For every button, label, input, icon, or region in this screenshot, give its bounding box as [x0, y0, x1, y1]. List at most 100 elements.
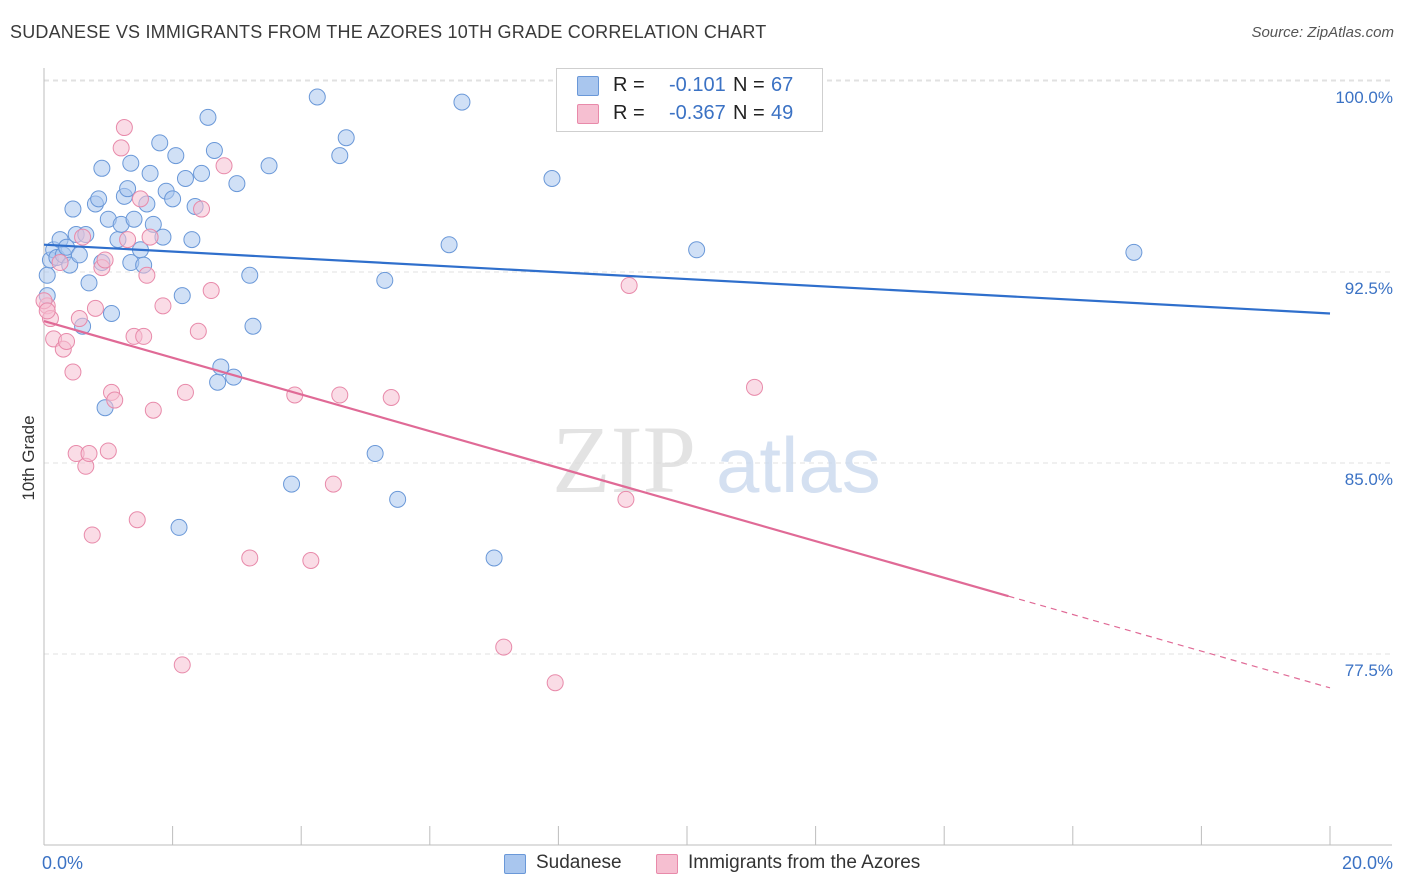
- azores-point: [620, 276, 638, 294]
- sudanese-point: [70, 246, 88, 264]
- legend-r-label: R =: [613, 74, 645, 96]
- sudanese-point: [173, 287, 191, 305]
- sudanese-point: [119, 180, 137, 198]
- azores-trend-line-extension: [1008, 595, 1331, 689]
- legend-n-value: 67: [771, 74, 794, 96]
- azores-point: [215, 157, 233, 175]
- azores-point: [112, 139, 130, 157]
- sudanese-point: [228, 175, 246, 193]
- sudanese-point: [64, 200, 82, 218]
- sudanese-point: [80, 274, 98, 292]
- sudanese-point: [209, 373, 227, 391]
- sudanese-trend-line: [43, 243, 1331, 315]
- correlation-legend: R = -0.101 N = 67 R = -0.367 N = 49: [556, 68, 823, 132]
- sudanese-point: [193, 164, 211, 182]
- sudanese-point: [205, 141, 223, 159]
- sudanese-point: [183, 231, 201, 249]
- sudanese-point: [141, 164, 159, 182]
- sudanese-point: [283, 475, 301, 493]
- x-tick-label: 0.0%: [42, 853, 83, 873]
- sudanese-point: [376, 271, 394, 289]
- azores-point: [176, 383, 194, 401]
- sudanese-point: [167, 147, 185, 165]
- sudanese-point: [90, 190, 108, 208]
- legend-swatch-azores: [577, 104, 599, 124]
- sudanese-point: [688, 241, 706, 259]
- azores-point: [106, 391, 124, 409]
- azores-point: [241, 549, 259, 567]
- sudanese-point: [389, 490, 407, 508]
- legend-n-label: N =: [733, 74, 765, 96]
- azores-point: [382, 389, 400, 407]
- legend-n-label: N =: [733, 102, 765, 124]
- azores-point: [86, 299, 104, 317]
- azores-point: [617, 490, 635, 508]
- sudanese-point: [453, 93, 471, 111]
- sudanese-point: [176, 169, 194, 187]
- azores-point: [131, 190, 149, 208]
- azores-point: [58, 332, 76, 350]
- sudanese-point: [125, 210, 143, 228]
- azores-point: [115, 119, 133, 137]
- azores-point: [38, 302, 56, 320]
- legend-n-value: 49: [771, 102, 794, 124]
- azores-point: [331, 386, 349, 404]
- bottom-legend-label-sudanese: Sudanese: [536, 852, 622, 873]
- source-label: Source: ZipAtlas.com: [1251, 24, 1394, 41]
- azores-point: [546, 674, 564, 692]
- azores-point: [495, 638, 513, 656]
- sudanese-point: [485, 549, 503, 567]
- legend-r-value: -0.367: [669, 102, 726, 124]
- azores-point: [64, 363, 82, 381]
- sudanese-point: [199, 108, 217, 126]
- sudanese-point: [308, 88, 326, 106]
- x-tick-label: 20.0%: [1342, 853, 1393, 873]
- sudanese-point: [1125, 243, 1143, 261]
- azores-point: [193, 200, 211, 218]
- azores-point: [99, 442, 117, 460]
- azores-point: [74, 228, 92, 246]
- chart-title: SUDANESE VS IMMIGRANTS FROM THE AZORES 1…: [10, 22, 767, 42]
- azores-point: [302, 551, 320, 569]
- azores-point: [51, 254, 69, 272]
- sudanese-point: [170, 518, 188, 536]
- sudanese-point: [366, 445, 384, 463]
- azores-point: [119, 231, 137, 249]
- sudanese-point: [337, 129, 355, 147]
- sudanese-point: [164, 190, 182, 208]
- sudanese-point: [122, 154, 140, 172]
- bottom-legend-swatch-azores: [656, 854, 678, 874]
- azores-point: [141, 228, 159, 246]
- legend-r-value: -0.101: [669, 74, 726, 96]
- azores-point: [138, 266, 156, 284]
- y-tick-label: 77.5%: [1345, 661, 1393, 680]
- azores-point: [135, 327, 153, 345]
- azores-point: [144, 401, 162, 419]
- azores-point: [70, 310, 88, 328]
- azores-point: [96, 251, 114, 269]
- azores-point: [324, 475, 342, 493]
- sudanese-point: [151, 134, 169, 152]
- sudanese-point: [260, 157, 278, 175]
- legend-r-label: R =: [613, 102, 645, 124]
- bottom-legend-swatch-sudanese: [504, 854, 526, 874]
- azores-point: [746, 378, 764, 396]
- azores-point: [173, 656, 191, 674]
- y-tick-label: 100.0%: [1335, 88, 1393, 107]
- watermark-atlas: atlas: [716, 421, 881, 509]
- azores-trend-line: [43, 320, 1009, 598]
- y-axis-label: 10th Grade: [19, 415, 38, 500]
- azores-point: [202, 282, 220, 300]
- azores-point: [128, 511, 146, 529]
- sudanese-point: [241, 266, 259, 284]
- sudanese-point: [543, 169, 561, 187]
- azores-point: [80, 445, 98, 463]
- azores-point: [154, 297, 172, 315]
- y-tick-label: 92.5%: [1345, 279, 1393, 298]
- sudanese-point: [244, 317, 262, 335]
- legend-swatch-sudanese: [577, 76, 599, 96]
- y-tick-label: 85.0%: [1345, 470, 1393, 489]
- bottom-legend-label-azores: Immigrants from the Azores: [688, 852, 921, 873]
- azores-point: [83, 526, 101, 544]
